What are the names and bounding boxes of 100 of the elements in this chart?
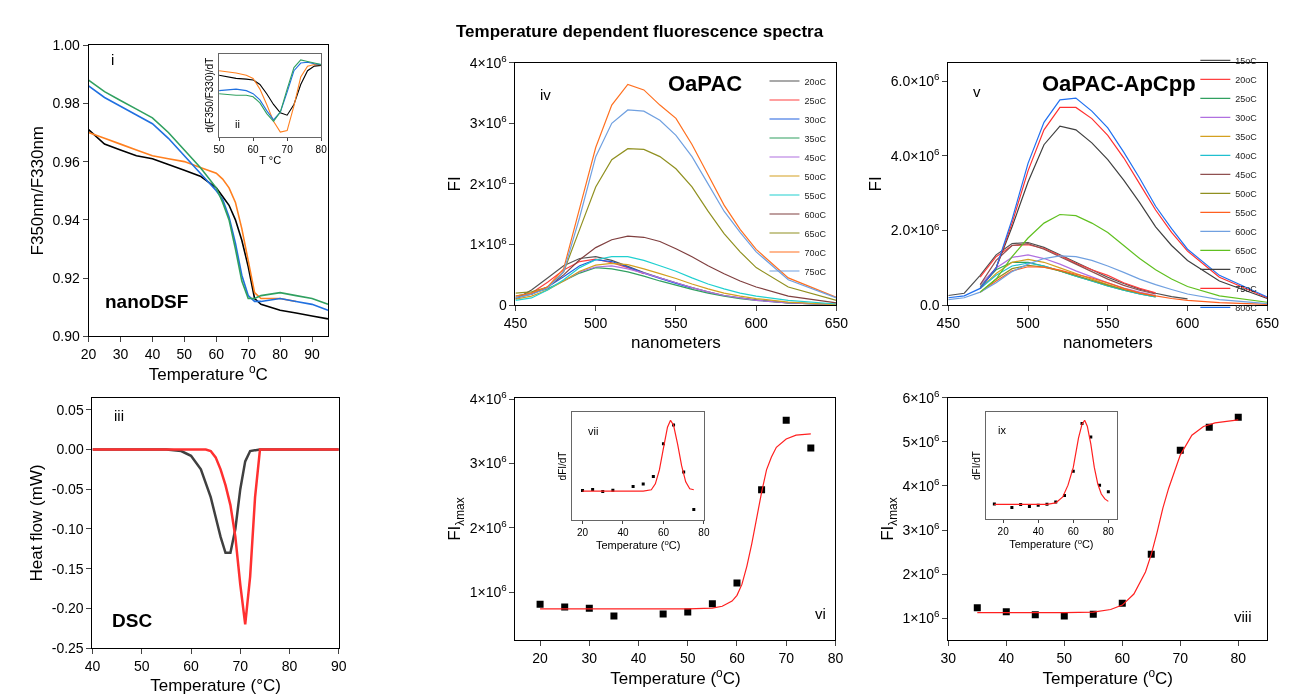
legend-label: 65oC	[1235, 245, 1258, 256]
x-tick-label: 40	[84, 657, 101, 674]
x-axis-title: Temperature ($^{o}$C)	[610, 666, 741, 689]
y-axis-title: d(F350/F330)/dT	[204, 57, 216, 133]
y-axis-title: dFI/dT	[970, 451, 982, 480]
annotation: viii	[1234, 608, 1252, 625]
x-axis-title: Temperature (°C)	[150, 676, 281, 696]
x-tick-label: 20	[576, 526, 589, 538]
annotation: DSC	[112, 610, 153, 631]
y-tick-label: 3×10$^{6}$	[902, 520, 941, 538]
legend-label: 45oC	[804, 152, 827, 163]
x-tick-label: 550	[664, 315, 688, 332]
x-tick-label: 50	[133, 657, 150, 674]
y-tick-label: 1.00	[52, 36, 80, 53]
annotation: vii	[588, 425, 599, 437]
legend-label: 20oC	[804, 76, 827, 87]
x-tick-label: 80	[281, 657, 298, 674]
x-tick-label: 600	[744, 315, 769, 332]
x-tick-label: 50	[679, 650, 696, 667]
legend-label: 35oC	[804, 133, 827, 144]
y-tick-label: 3×10$^{6}$	[469, 453, 508, 472]
y-tick-label: 2×10$^{6}$	[469, 517, 508, 536]
x-tick-label: 80	[698, 526, 710, 538]
legend-label: 70oC	[1235, 264, 1258, 275]
x-tick-label: 70	[281, 143, 294, 155]
x-tick-label: 650	[1255, 315, 1280, 332]
y-tick-label: -0.05	[51, 481, 84, 498]
legend-label: 45oC	[1235, 169, 1258, 180]
x-tick-label: 70	[240, 346, 257, 363]
y-axis-title: FI	[445, 176, 465, 192]
legend-label: 60oC	[1235, 226, 1258, 237]
legend-label: 50oC	[804, 171, 827, 182]
y-tick-label: 4×10$^{6}$	[469, 52, 508, 71]
x-tick-label: 80	[1230, 650, 1247, 667]
x-tick-label: 80	[1102, 525, 1115, 537]
y-tick-label: 0.96	[52, 153, 80, 170]
y-tick-label: 4×10$^{6}$	[902, 476, 941, 494]
y-tick-label: -0.10	[51, 520, 84, 537]
y-tick-label: 0	[498, 297, 507, 314]
y-tick-label: 1×10$^{6}$	[902, 608, 941, 627]
legend-label: 70oC	[804, 247, 827, 258]
x-tick-label: 20	[997, 525, 1010, 537]
x-tick-label: 80	[272, 346, 289, 363]
x-tick-label: 80	[827, 650, 844, 667]
y-tick-label: -0.20	[51, 600, 84, 617]
y-tick-label: 2×10$^{6}$	[469, 173, 508, 192]
x-tick-label: 70	[778, 650, 795, 667]
x-tick-label: 60	[208, 346, 225, 363]
y-axis-title: FI	[866, 176, 886, 192]
y-tick-label: 0.90	[52, 328, 80, 345]
y-tick-label: -0.25	[51, 640, 84, 657]
x-tick-label: 550	[1096, 315, 1120, 332]
x-tick-label: 50	[176, 346, 193, 363]
annotation: i	[111, 51, 115, 68]
y-tick-label: -0.15	[51, 560, 84, 577]
x-tick-label: 500	[1016, 315, 1040, 332]
annotation: nanoDSF	[105, 291, 189, 312]
legend-label: 55oC	[1235, 207, 1258, 218]
x-axis-title: Temperature ($^{o}$C)	[595, 537, 681, 552]
x-tick-label: 20	[80, 346, 97, 363]
x-axis-title: nanometers	[631, 333, 721, 353]
y-tick-label: 6.0×10$^{6}$	[890, 71, 941, 90]
x-tick-label: 60	[1114, 650, 1131, 667]
x-tick-label: 70	[1172, 650, 1189, 667]
x-tick-label: 40	[1032, 525, 1045, 537]
y-tick-label: 0.0	[920, 297, 940, 314]
legend-label: 25oC	[1235, 93, 1258, 104]
y-tick-label: 0.98	[52, 95, 80, 112]
y-tick-label: 0.00	[56, 441, 84, 458]
x-axis-title: Temperature $^{o}$C	[148, 362, 268, 385]
x-tick-label: 80	[315, 143, 328, 155]
y-tick-label: 4×10$^{6}$	[469, 389, 508, 407]
y-tick-label: 5×10$^{6}$	[902, 431, 941, 450]
legend-label: 40oC	[1235, 150, 1258, 161]
x-tick-label: 30	[112, 346, 129, 363]
x-tick-label: 40	[144, 346, 161, 363]
legend-label: 30oC	[804, 114, 827, 125]
y-axis-title: F350nm/F330nm	[28, 126, 48, 256]
annotation: iv	[540, 86, 552, 103]
y-tick-label: 4.0×10$^{6}$	[890, 145, 941, 164]
y-axis-title: Heat flow (mW)	[27, 464, 47, 582]
legend-label: 75oC	[804, 266, 827, 277]
x-tick-label: 60	[247, 143, 260, 155]
legend-label: 20oC	[1235, 74, 1258, 85]
y-tick-label: 2.0×10$^{6}$	[890, 220, 941, 239]
x-tick-label: 50	[213, 143, 226, 155]
y-tick-label: 0.05	[56, 401, 84, 418]
x-axis-title: nanometers	[1062, 333, 1153, 353]
legend-label: 65oC	[804, 228, 827, 239]
x-tick-label: 60	[183, 657, 200, 674]
x-tick-label: 500	[584, 315, 608, 332]
x-axis-title: Temperature ($^{o}$C)	[1042, 666, 1173, 689]
legend-label: 80oC	[1235, 302, 1258, 313]
annotation: iii	[114, 407, 124, 424]
chart-title: Temperature dependent fluorescence spectra	[456, 22, 824, 41]
x-tick-label: 60	[729, 650, 745, 667]
x-tick-label: 600	[1175, 315, 1200, 332]
x-tick-label: 40	[630, 650, 647, 667]
x-tick-label: 450	[936, 315, 961, 332]
x-tick-label: 90	[331, 657, 347, 674]
